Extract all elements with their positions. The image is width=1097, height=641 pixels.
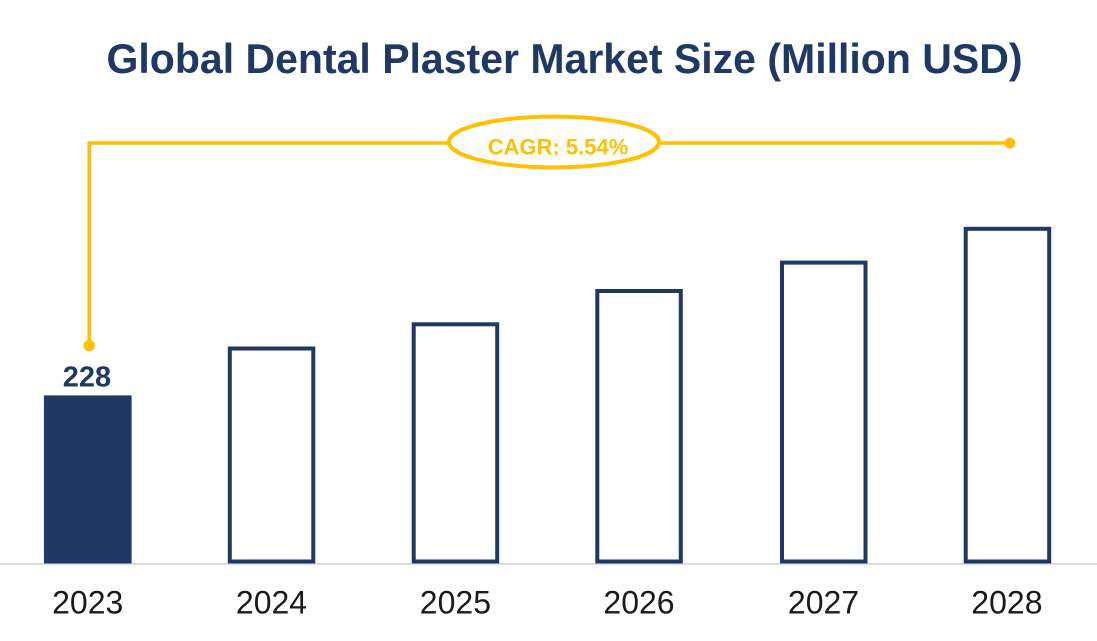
svg-text:2026: 2026 (603, 584, 674, 620)
svg-text:2025: 2025 (420, 584, 491, 620)
svg-text:CAGR: 5.54%: CAGR: 5.54% (488, 135, 629, 160)
svg-text:2028: 2028 (971, 584, 1042, 620)
svg-text:228: 228 (63, 362, 111, 394)
svg-text:Global Dental Plaster Market S: Global Dental Plaster Market Size (Milli… (107, 35, 1023, 82)
svg-text:2027: 2027 (788, 584, 859, 620)
svg-text:2023: 2023 (52, 584, 123, 620)
svg-text:2024: 2024 (236, 584, 307, 620)
